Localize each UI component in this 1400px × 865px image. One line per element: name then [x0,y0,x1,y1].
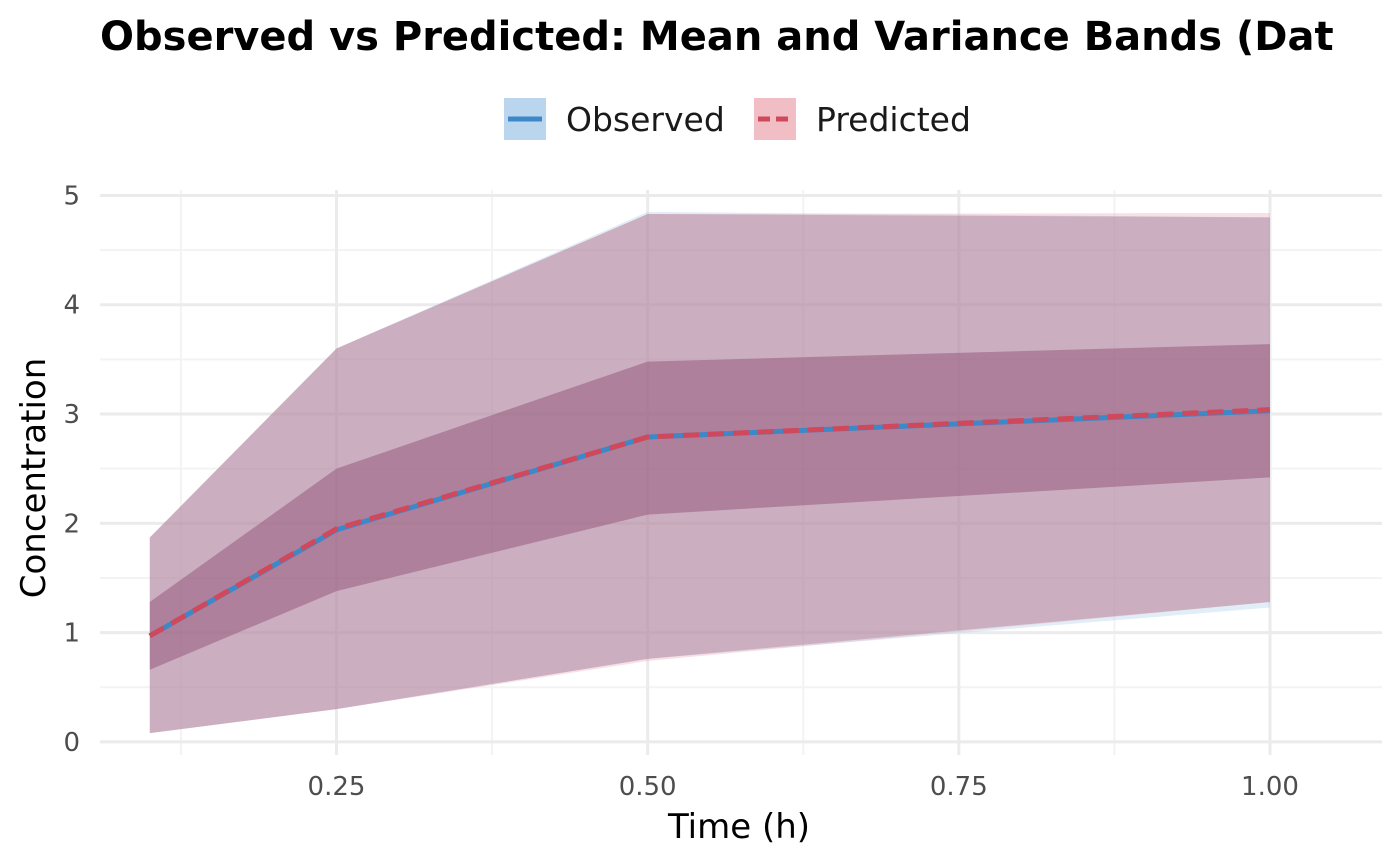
outer-band-observed [149,211,1270,734]
x-axis-title: Time (h) [667,807,810,847]
legend-label-predicted: Predicted [816,100,971,139]
inner-band-overlap [149,344,1270,670]
mean-line-predicted [148,407,1271,639]
outer-band-predicted [149,212,1270,734]
mean-lines [148,407,1271,639]
x-tick-labels: 0.25 0.50 0.75 1.00 [308,772,1299,802]
y-tick-label: 3 [63,400,80,430]
y-tick-label: 5 [63,181,80,211]
y-tick-labels: 0 1 2 3 4 5 [63,181,80,757]
y-tick-label: 0 [63,728,80,758]
x-tick-label: 1.00 [1241,772,1299,802]
x-tick-label: 0.25 [308,772,366,802]
outer-band-overlap [149,214,1270,734]
y-tick-label: 4 [63,291,80,321]
legend-label-observed: Observed [566,100,725,139]
chart-title: Observed vs Predicted: Mean and Variance… [100,14,1334,60]
x-tick-label: 0.50 [619,772,677,802]
x-tick-label: 0.75 [930,772,988,802]
bands [149,211,1270,734]
y-tick-label: 1 [63,619,80,649]
y-tick-label: 2 [63,509,80,539]
legend: Observed Predicted [504,98,971,140]
y-axis-title: Concentration [14,358,54,599]
